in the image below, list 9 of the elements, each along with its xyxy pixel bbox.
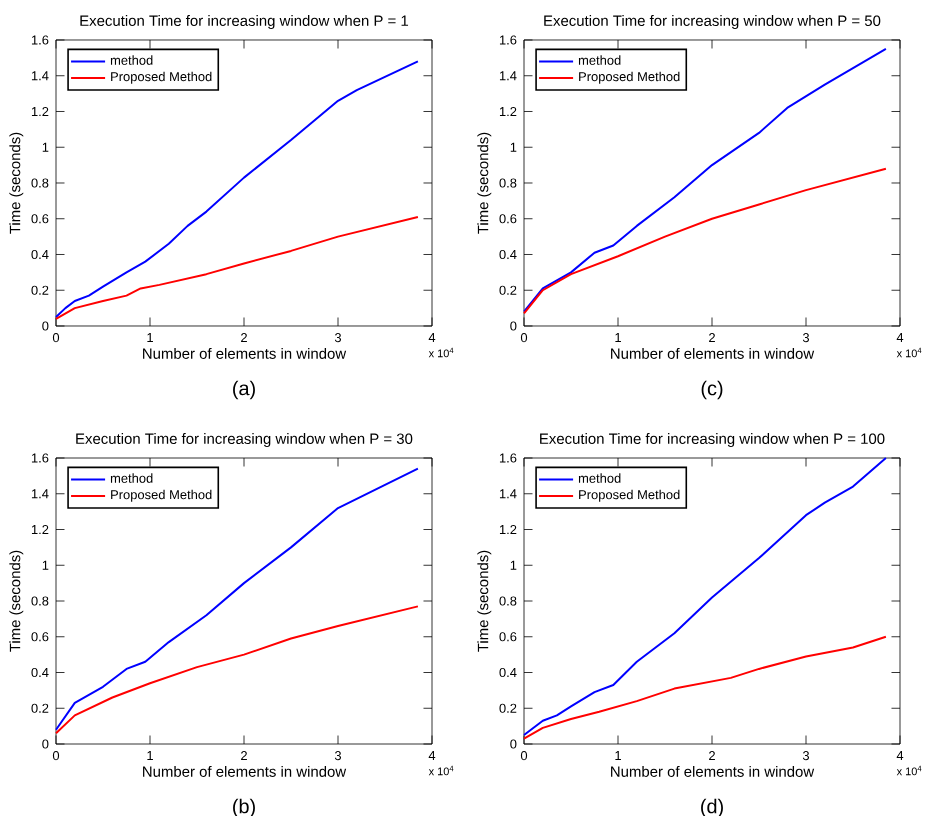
line-series — [523, 167, 887, 315]
line-series — [523, 457, 887, 737]
line-series — [55, 605, 419, 735]
line-series — [55, 467, 419, 731]
text: (c) — [701, 380, 723, 400]
line-series — [523, 635, 887, 740]
text: (a) — [233, 380, 255, 400]
line-series — [523, 47, 887, 313]
line-series — [55, 215, 419, 320]
